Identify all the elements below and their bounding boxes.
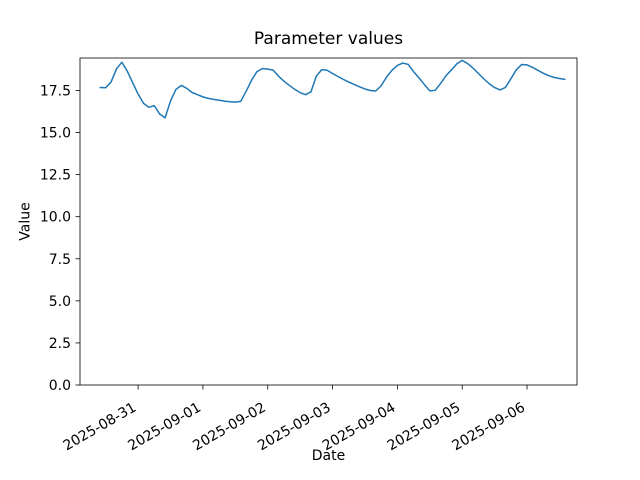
y-tick-label: 15.0 bbox=[40, 126, 71, 142]
x-tick-label: 2025-09-04 bbox=[320, 400, 399, 455]
y-tick-label: 0.0 bbox=[49, 378, 71, 394]
x-axis-label: Date bbox=[311, 448, 346, 464]
y-tick-label: 7.5 bbox=[49, 252, 71, 268]
chart-title: Parameter values bbox=[253, 29, 404, 49]
y-tick-label: 10.0 bbox=[40, 210, 71, 226]
plot-border bbox=[79, 57, 578, 386]
data-line bbox=[99, 59, 566, 119]
y-tick-label: 17.5 bbox=[40, 83, 71, 99]
y-tick-label: 12.5 bbox=[40, 168, 71, 184]
y-tick-label: 2.5 bbox=[49, 336, 71, 352]
x-tick-label: 2025-09-05 bbox=[385, 400, 463, 455]
x-tick-label: 2025-09-01 bbox=[125, 400, 203, 455]
x-tick-label: 2025-09-06 bbox=[450, 400, 529, 455]
x-tick-label: 2025-09-03 bbox=[255, 400, 333, 455]
x-tick-label: 2025-08-31 bbox=[61, 400, 139, 455]
x-tick-label: 2025-09-02 bbox=[190, 400, 268, 455]
y-axis-label: Value bbox=[17, 202, 34, 241]
y-tick-label: 5.0 bbox=[49, 294, 71, 310]
